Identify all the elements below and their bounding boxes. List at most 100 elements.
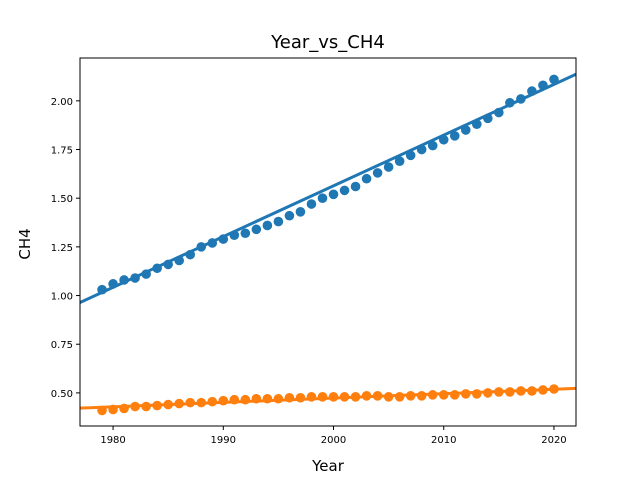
data-point-0-5 xyxy=(152,263,162,274)
data-point-0-14 xyxy=(251,224,262,235)
data-point-0-26 xyxy=(383,162,394,172)
data-point-1-13 xyxy=(240,394,251,405)
data-point-0-19 xyxy=(306,199,317,209)
data-point-1-4 xyxy=(141,401,151,412)
data-point-0-18 xyxy=(295,207,306,217)
data-point-0-10 xyxy=(207,238,218,248)
chart-title: Year_vs_CH4 xyxy=(270,32,385,53)
data-point-1-26 xyxy=(383,391,394,402)
data-point-1-24 xyxy=(361,391,372,401)
y-tick-label-1: 0.75 xyxy=(51,340,73,351)
x-axis-label: Year xyxy=(311,457,345,475)
data-point-0-32 xyxy=(449,131,460,141)
data-point-0-15 xyxy=(262,220,273,231)
y-tick-label-2: 1.00 xyxy=(51,292,73,303)
data-point-1-11 xyxy=(218,395,229,406)
plot-frame xyxy=(79,57,577,427)
data-point-1-40 xyxy=(538,385,548,395)
y-tick-label-6: 2.00 xyxy=(51,97,73,108)
data-point-1-5 xyxy=(152,400,162,411)
data-point-0-12 xyxy=(229,230,240,240)
data-point-1-28 xyxy=(405,391,416,401)
data-point-0-31 xyxy=(438,134,449,145)
data-point-0-0 xyxy=(97,284,107,295)
data-point-1-34 xyxy=(472,389,482,399)
data-point-0-1 xyxy=(108,279,118,289)
x-tick-label-1: 1990 xyxy=(211,435,236,446)
data-point-1-41 xyxy=(549,384,559,394)
data-point-0-13 xyxy=(240,228,251,239)
data-point-0-27 xyxy=(394,156,405,166)
data-point-1-38 xyxy=(516,386,526,396)
fit-line-1 xyxy=(80,386,576,410)
x-tick-label-4: 2020 xyxy=(541,435,566,446)
data-point-0-24 xyxy=(361,173,372,184)
data-point-1-32 xyxy=(449,390,460,400)
data-point-0-7 xyxy=(174,255,184,266)
data-point-0-40 xyxy=(538,80,548,91)
data-point-0-33 xyxy=(460,125,471,135)
x-tick-label-2: 2000 xyxy=(321,435,346,446)
data-point-0-2 xyxy=(119,275,129,285)
data-point-1-29 xyxy=(416,391,427,401)
data-point-0-39 xyxy=(527,86,537,96)
data-point-0-23 xyxy=(350,181,361,192)
data-point-1-16 xyxy=(273,393,284,404)
data-point-0-20 xyxy=(317,193,328,203)
data-point-0-11 xyxy=(218,234,229,244)
data-point-0-29 xyxy=(416,144,427,155)
data-point-0-34 xyxy=(472,119,482,130)
data-point-0-17 xyxy=(284,210,295,221)
data-point-0-30 xyxy=(427,140,438,151)
data-point-1-33 xyxy=(460,389,471,399)
data-point-0-38 xyxy=(516,94,526,104)
plot-area: 1980 1990 2000 2010 2020 0.50 0.75 1.00 1.25 1.50… xyxy=(51,57,577,446)
data-point-0-41 xyxy=(549,74,559,85)
data-point-1-6 xyxy=(163,399,173,410)
data-point-0-25 xyxy=(372,168,383,178)
data-point-1-18 xyxy=(295,392,306,403)
data-point-1-27 xyxy=(394,391,405,402)
data-point-1-9 xyxy=(196,397,207,408)
fit-line-0 xyxy=(80,72,576,304)
data-point-1-3 xyxy=(130,401,140,412)
y-tick-label-4: 1.50 xyxy=(51,194,73,205)
data-point-1-0 xyxy=(97,405,107,416)
data-point-0-4 xyxy=(141,269,151,279)
data-point-0-6 xyxy=(163,259,173,270)
data-point-1-15 xyxy=(262,393,273,404)
data-point-1-23 xyxy=(350,391,361,402)
data-point-1-21 xyxy=(328,391,339,402)
data-point-0-9 xyxy=(196,242,207,252)
data-point-0-16 xyxy=(273,216,284,227)
data-point-0-35 xyxy=(483,113,493,124)
data-point-0-28 xyxy=(405,150,416,161)
data-point-1-14 xyxy=(251,393,262,404)
data-point-0-37 xyxy=(505,97,515,108)
x-tick-label-3: 2010 xyxy=(431,435,456,446)
data-point-1-1 xyxy=(108,404,118,415)
y-axis-label: CH4 xyxy=(16,228,34,259)
data-point-1-17 xyxy=(284,392,295,403)
data-point-1-31 xyxy=(438,390,449,400)
data-point-1-19 xyxy=(306,391,317,402)
data-point-1-20 xyxy=(317,391,328,402)
data-point-1-7 xyxy=(174,398,184,409)
data-point-1-8 xyxy=(185,397,196,408)
data-point-1-2 xyxy=(119,403,129,414)
data-point-1-39 xyxy=(527,386,537,396)
data-point-1-10 xyxy=(207,396,218,407)
data-point-0-22 xyxy=(339,185,350,196)
data-point-0-36 xyxy=(494,107,504,118)
data-point-1-30 xyxy=(427,390,438,400)
y-tick-label-0: 0.50 xyxy=(51,389,73,400)
data-point-0-8 xyxy=(185,249,196,260)
x-tick-label-0: 1980 xyxy=(100,435,125,446)
data-point-0-3 xyxy=(130,273,140,283)
y-tick-label-3: 1.25 xyxy=(51,243,73,254)
data-point-1-36 xyxy=(494,387,504,397)
data-point-1-22 xyxy=(339,391,350,402)
data-point-1-25 xyxy=(372,391,383,401)
data-point-1-35 xyxy=(483,388,493,398)
